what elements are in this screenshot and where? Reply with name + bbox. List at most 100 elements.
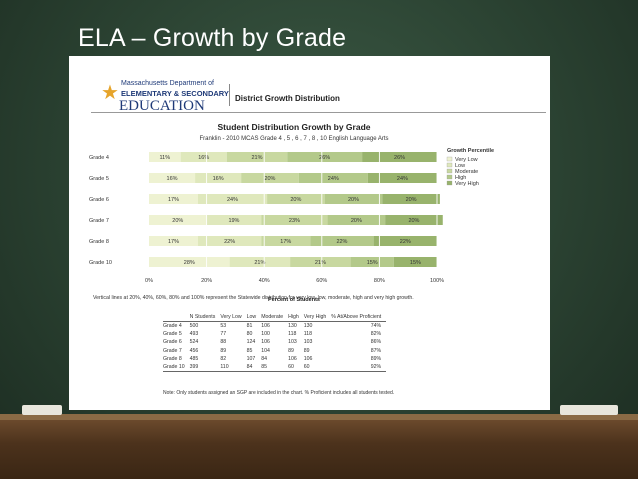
bar-segment xyxy=(350,257,394,267)
bar-value-label: 24% xyxy=(328,176,339,182)
bar-segment xyxy=(241,173,299,183)
table-cell: 456 xyxy=(189,347,199,354)
table-cell: 89 xyxy=(220,347,227,354)
table-row: Grade 4 500 53 81 106 130 130 74% xyxy=(163,322,386,330)
table-cell: 103 xyxy=(303,339,313,346)
table-header-cell: High xyxy=(288,314,304,322)
table-cell: 524 xyxy=(189,339,199,346)
header-divider xyxy=(229,84,230,106)
bar-value-label: 20% xyxy=(406,197,417,203)
star-icon: ★ xyxy=(101,82,119,104)
bar-segment xyxy=(373,236,437,246)
table-cell: 485 xyxy=(189,355,199,362)
bar-value-label: 22% xyxy=(336,239,347,245)
table-cell: 130 xyxy=(288,322,297,329)
bar-value-label: 20% xyxy=(264,176,275,182)
bar-segment xyxy=(149,173,196,183)
table-cell: 87% xyxy=(370,347,382,354)
table-cell: 107 xyxy=(246,355,256,362)
table-cell: 106 xyxy=(261,322,270,329)
table-cell: 82% xyxy=(370,330,382,337)
bar-value-label: 21% xyxy=(315,260,326,266)
table-header-cell xyxy=(163,314,190,322)
bar-segment xyxy=(149,236,198,246)
bar-value-label: 16% xyxy=(198,155,209,161)
table-cell: 130 xyxy=(303,322,313,329)
bar-segment xyxy=(382,194,440,204)
chalk-ledge-top xyxy=(0,414,638,422)
table-cell: 74% xyxy=(370,322,382,329)
document-title: District Growth Distribution xyxy=(235,94,340,103)
table-cell: 103 xyxy=(288,339,297,346)
bar-value-label: 19% xyxy=(228,218,239,224)
table-header-cell: Very High xyxy=(303,314,332,322)
bar-segment xyxy=(324,194,383,204)
legend-swatch xyxy=(446,162,453,168)
table-header-cell: Low xyxy=(246,314,262,322)
bar-segment xyxy=(149,257,230,267)
table-cell: 85 xyxy=(246,347,253,354)
table-cell: 100 xyxy=(261,330,270,337)
bar-segment xyxy=(327,215,386,225)
bar-segment xyxy=(261,236,311,246)
bar-segment xyxy=(197,194,268,204)
bar-segment xyxy=(149,215,207,225)
bar-value-label: 17% xyxy=(168,197,179,203)
table-header-cell: Very Low xyxy=(220,314,247,322)
bar-value-label: 11% xyxy=(160,155,171,161)
bar-value-label: 28% xyxy=(184,260,195,266)
table-cell: 110 xyxy=(220,362,247,372)
table-cell: Grade 5 xyxy=(163,330,182,337)
chart-title: Student Distribution Growth by Grade xyxy=(218,122,371,132)
table-cell: 84 xyxy=(246,362,262,372)
bar-segment xyxy=(385,215,443,225)
legend-swatch xyxy=(446,180,453,186)
bar-value-label: 20% xyxy=(172,218,183,224)
table-cell: 89 xyxy=(303,347,310,354)
bar-segment xyxy=(149,194,198,204)
table-row: Grade 5 493 77 80 100 118 118 82% xyxy=(163,330,386,338)
slide-title: ELA – Growth by Grade xyxy=(78,24,347,52)
legend-entry: High xyxy=(455,175,466,181)
category-label: Grade 4 xyxy=(89,155,109,161)
legend-swatch xyxy=(446,168,453,174)
x-tick-label: 40% xyxy=(259,278,270,284)
legend-swatch xyxy=(446,156,453,162)
chart-subtitle: Franklin - 2010 MCAS Grade 4 , 5 , 6 , 7… xyxy=(199,136,388,142)
legend-entry: Moderate xyxy=(455,169,478,175)
x-tick-label: 20% xyxy=(201,278,212,284)
chalk-ledge xyxy=(0,420,638,479)
table-cell: Grade 7 xyxy=(163,347,182,354)
table-header-cell: Moderate xyxy=(261,314,289,322)
table-cell: 106 xyxy=(288,355,297,362)
table-cell: 89% xyxy=(370,355,382,362)
bar-value-label: 20% xyxy=(290,197,301,203)
growth-distribution-chart: Student Distribution Growth by Grade Fra… xyxy=(89,122,494,303)
table-row: Grade 7 456 89 85 104 89 89 87% xyxy=(163,346,386,354)
table-cell: 493 xyxy=(189,330,199,337)
x-tick-label: 80% xyxy=(374,278,385,284)
table-cell: 89 xyxy=(288,347,294,354)
table-cell: 60 xyxy=(288,362,304,372)
legend-entry: Very High xyxy=(455,181,479,187)
table-cell: 106 xyxy=(261,339,270,346)
bar-value-label: 22% xyxy=(400,239,411,245)
table-cell: 77 xyxy=(220,330,227,337)
table-row: Grade 10 399 110 84 85 60 60 92% xyxy=(163,362,387,372)
table-cell: 118 xyxy=(303,330,313,337)
table-cell: 124 xyxy=(246,339,256,346)
table-cell: 84 xyxy=(261,355,267,362)
table-header-cell: % At/Above Proficient xyxy=(331,314,387,322)
bar-value-label: 26% xyxy=(394,155,405,161)
table-cell: 80 xyxy=(246,330,253,337)
bar-segment xyxy=(362,152,437,162)
header-rule xyxy=(91,112,546,113)
bar-segment xyxy=(367,173,437,183)
legend-entry: Low xyxy=(455,163,465,169)
category-label: Grade 5 xyxy=(89,176,109,182)
bar-value-label: 17% xyxy=(168,239,179,245)
bar-value-label: 21% xyxy=(254,260,265,266)
table-cell: 86% xyxy=(370,339,382,346)
bar-segment xyxy=(287,152,363,162)
legend-entry: Very Low xyxy=(455,157,478,163)
